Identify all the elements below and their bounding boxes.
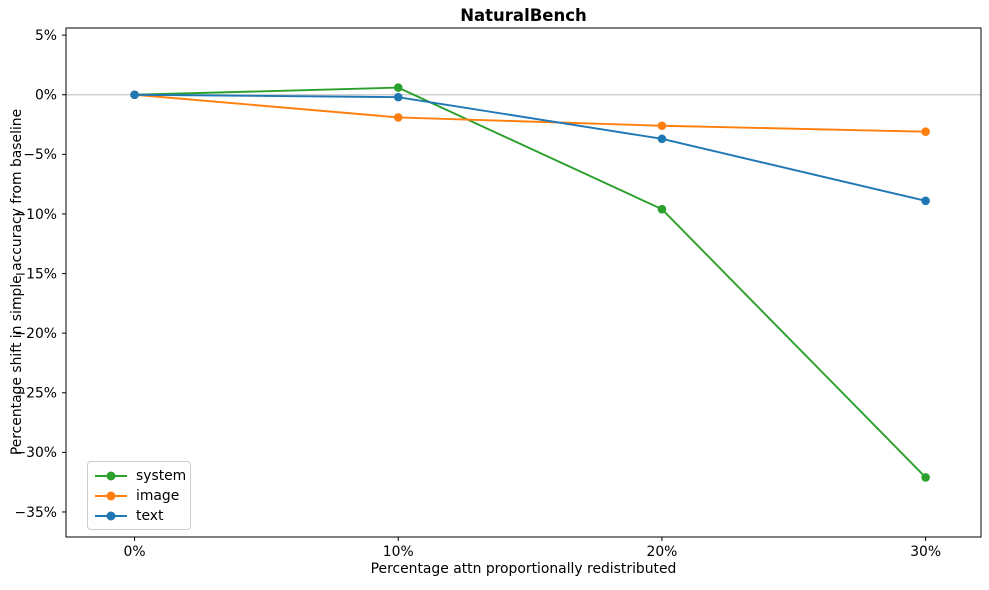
system-series-marker-icon — [95, 471, 127, 481]
x-tick-label: 30% — [910, 544, 941, 560]
y-tick-label: −10% — [14, 207, 57, 223]
system-data-point — [393, 83, 403, 92]
y-tick-label: −20% — [14, 326, 57, 342]
system-data-point — [921, 473, 930, 482]
system-series-line — [133, 86, 927, 479]
text-data-point — [921, 196, 930, 206]
text-series-marker-icon — [95, 511, 127, 521]
x-tick-label: 0% — [124, 544, 146, 560]
legend-item-text: text — [95, 506, 184, 526]
plot-border — [65, 27, 982, 538]
image-data-point — [657, 121, 667, 131]
legend-item-system: system — [95, 466, 187, 486]
x-axis-label: Percentage attn proportionally redistrib… — [370, 561, 677, 577]
text-series-line — [133, 93, 927, 202]
text-data-point — [393, 92, 403, 102]
y-tick-label: −35% — [14, 505, 57, 521]
y-tick-label: −30% — [14, 445, 57, 461]
x-tick-label: 20% — [646, 544, 677, 560]
legend-item-image: image — [95, 486, 184, 506]
system-data-point — [657, 204, 667, 214]
y-tick-label: −25% — [14, 386, 57, 402]
legend: system image text — [87, 461, 191, 530]
y-tick-label: −5% — [23, 147, 57, 163]
legend-label-text: text — [136, 508, 164, 524]
y-tick-label: 0% — [35, 88, 57, 104]
y-tick-label: −15% — [14, 266, 57, 282]
text-data-point — [130, 90, 139, 100]
text-data-point — [657, 134, 667, 144]
image-data-point — [393, 113, 403, 122]
x-tick-label: 10% — [383, 544, 414, 560]
legend-label-system: system — [136, 468, 187, 484]
image-series-line — [133, 93, 927, 133]
legend-label-image: image — [136, 488, 180, 504]
chart-title: NaturalBench — [460, 6, 587, 25]
y-tick-label: 5% — [35, 28, 57, 44]
image-series-marker-icon — [95, 491, 127, 501]
image-data-point — [921, 127, 930, 137]
